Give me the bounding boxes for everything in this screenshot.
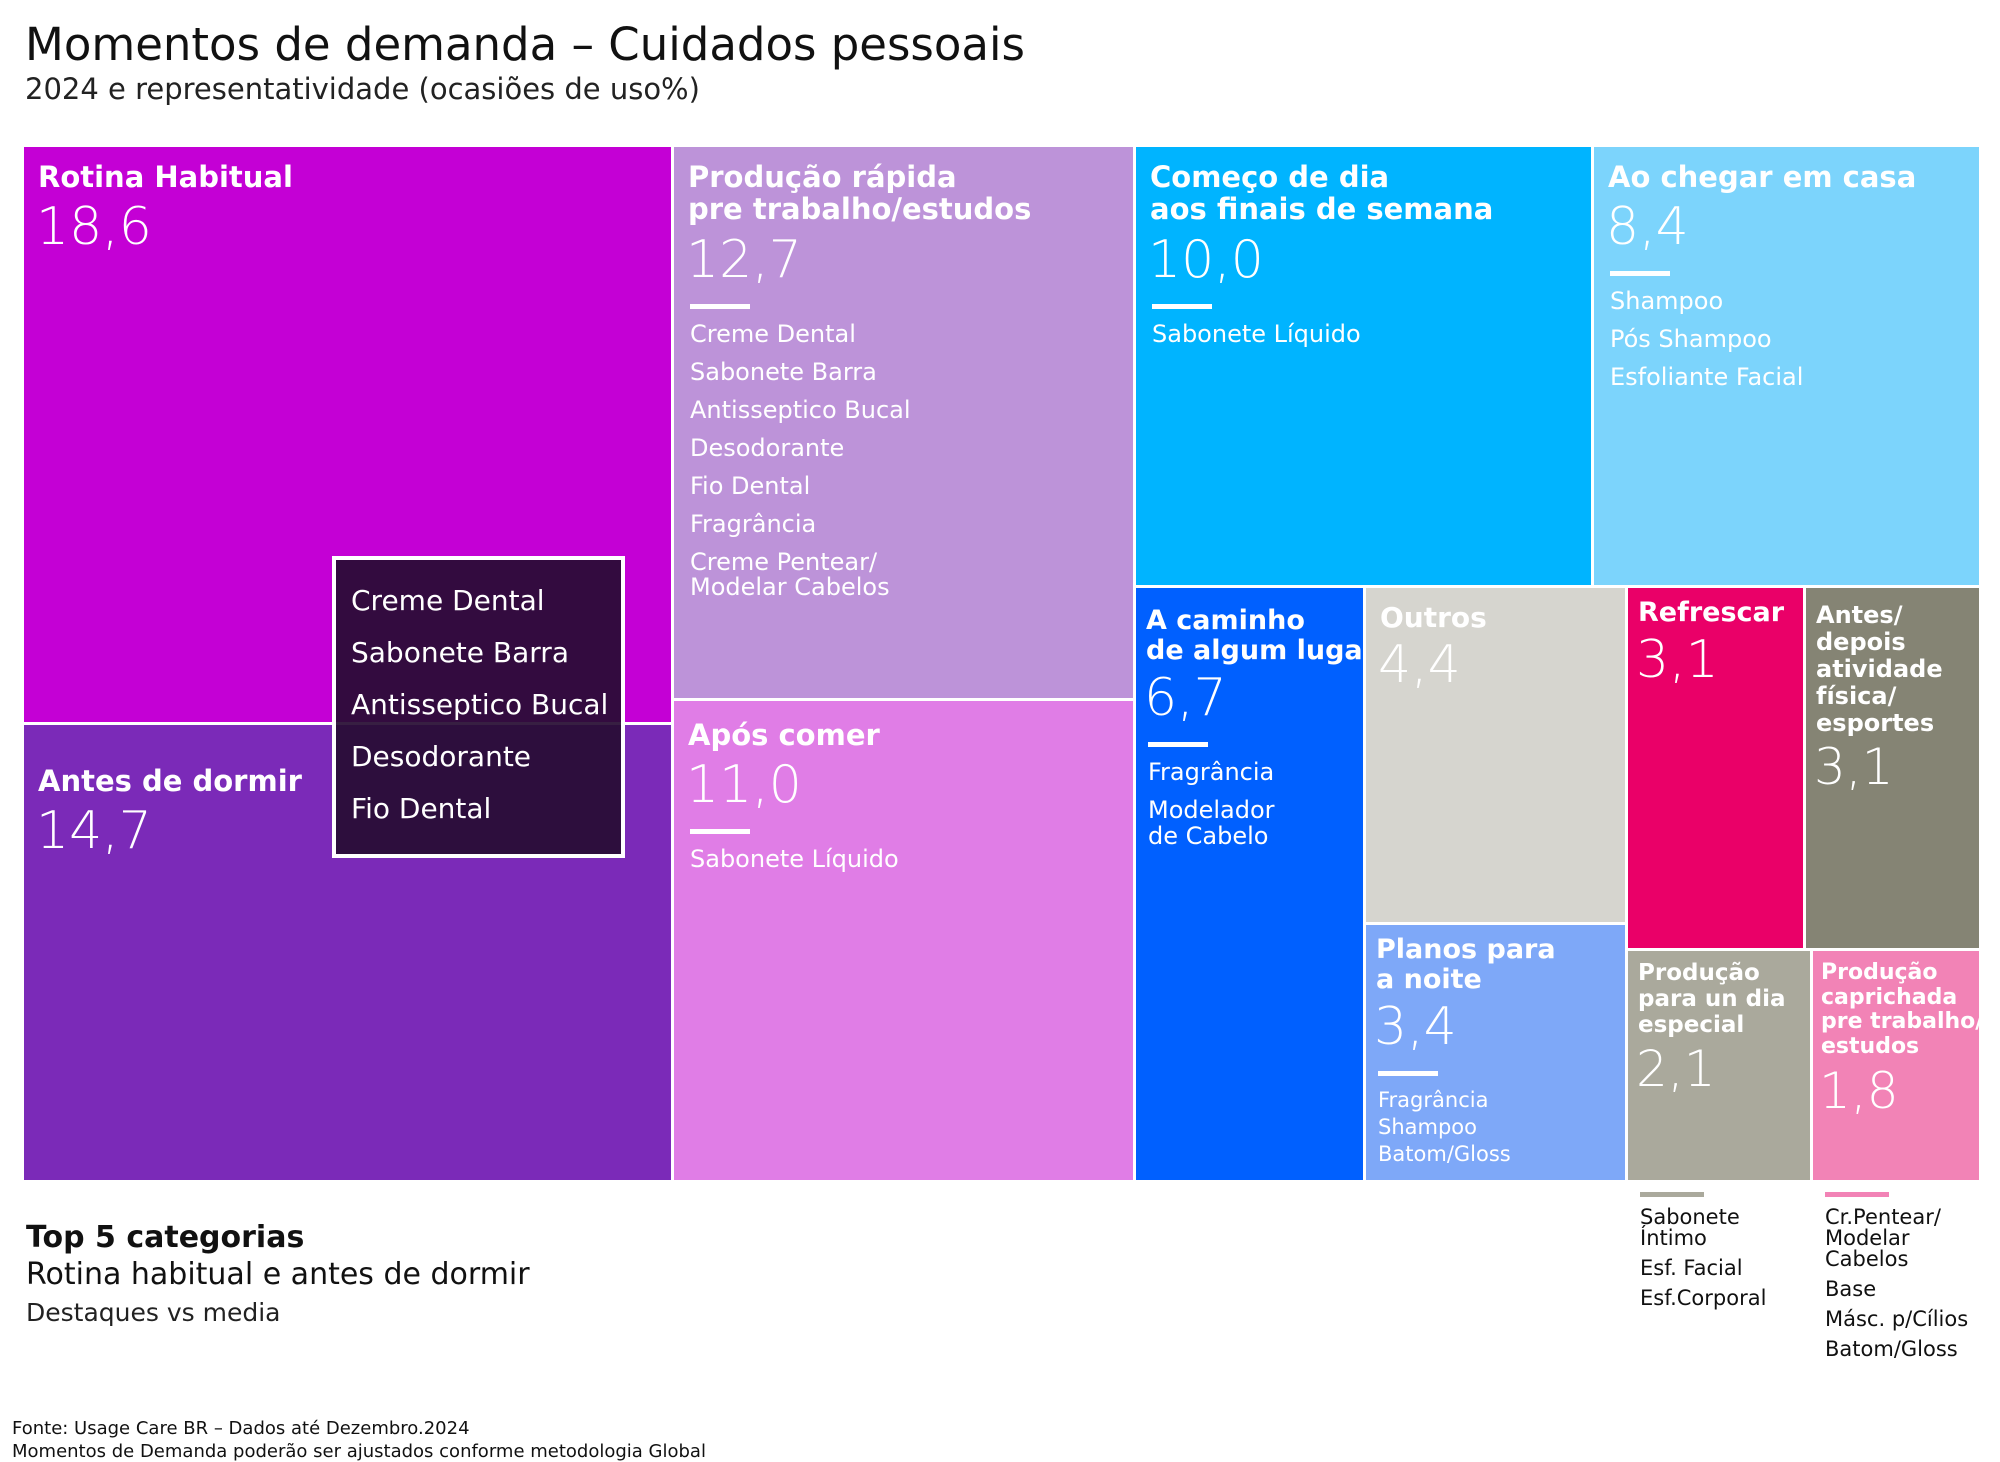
tile-value: 3,1 [1636,630,1719,691]
tile-label: Refrescar [1638,597,1785,628]
treemap-tile-atividade-fisica: Antes/depois atividade física/esportes 3,1 [1806,588,1979,948]
tile-category: Desodorante [690,433,845,462]
tile-label: Ao chegar em casa [1608,160,1917,194]
treemap-tile-dia-especial: Produção para un dia especial 2,1 [1628,951,1810,1180]
tile-value: 2,1 [1636,1040,1716,1099]
note-item: Sabonete Íntimo [1640,1205,1740,1250]
treemap-tile-planos-para-a-noite: Planos para a noite 3,4 Fragrância Shampoo Ba… [1366,925,1625,1180]
tile-category: Batom/Gloss [1378,1142,1511,1167]
tile-label: Produção caprichada pre trabalho/estudos [1821,960,1979,1059]
source-line-1: Fonte: Usage Care BR – Dados até Dezembr… [12,1418,470,1439]
tile-value: 3,4 [1374,997,1457,1058]
tile-category: Creme Dental [690,319,856,348]
tile-divider [1378,1071,1438,1077]
note-item: Cr.Pentear/ Modelar Cabelos [1825,1205,1941,1271]
tile-label: Outros [1380,601,1487,634]
tile-label: Após comer [688,718,880,752]
tile-value: 1,8 [1819,1061,1899,1120]
tile-category: Fio Dental [690,471,811,500]
tile-label: Rotina Habitual [38,160,293,194]
source-line-2: Momentos de Demanda poderão ser ajustado… [12,1441,706,1462]
tile-label: Começo de dia aos finais de semana [1150,160,1494,227]
treemap-tile-refrescar: Refrescar 3,1 [1628,588,1803,948]
note-item: Másc. p/Cílios [1825,1307,1969,1331]
tile-label: Produção para un dia especial [1638,960,1786,1038]
callout-item: Fio Dental [351,792,492,825]
tile-category-list: Fragrância Modelador de Cabelo [1148,760,1275,861]
callout-item: Desodorante [351,740,532,773]
tile-category-list: Fragrância Shampoo Batom/Gloss [1378,1089,1511,1170]
note-item: Base [1825,1277,1877,1301]
tile-category: Shampoo [1378,1115,1477,1140]
tile-label: Planos para a noite [1376,934,1556,996]
tile-value: 14,7 [36,801,152,862]
tile-divider [690,829,750,835]
tile-category-list: Sabonete Líquido [1152,319,1361,360]
note-especial: Sabonete Íntimo Esf. Facial Esf.Corporal [1640,1192,1790,1318]
legend-note: Destaques vs media [26,1298,281,1327]
treemap-tile-outros: Outros 4,4 [1366,588,1625,922]
tile-value: 12,7 [686,229,802,290]
tile-value: 18,6 [36,197,152,258]
tile-category: Pós Shampoo [1610,325,1772,354]
treemap-tile-comeco-de-dia: Começo de dia aos finais de semana 10,0 Sab… [1136,147,1591,585]
tile-label: A caminho de algum lugar [1146,605,1363,667]
note-bar [1825,1192,1889,1197]
treemap-tile-apos-comer: Após comer 11,0 Sabonete Líquido [674,701,1133,1180]
tile-category-list: Shampoo Pós Shampoo Esfoliante Facial [1610,289,1803,403]
tile-label: Antes de dormir [38,764,302,798]
callout-item: Antisseptico Bucal [351,688,609,721]
tile-category: Modelador de Cabelo [1148,796,1275,850]
tile-value: 3,1 [1814,738,1894,797]
tile-category: Fragrância [1378,1088,1489,1113]
tile-value: 11,0 [686,755,802,816]
tile-category: Fragrância [1148,758,1275,787]
tile-label: Antes/depois atividade física/esportes [1816,601,1943,737]
tile-label: Produção rápida pre trabalho/estudos [688,160,1032,227]
legend-title: Top 5 categorias [26,1220,305,1255]
treemap-tile-producao-rapida: Produção rápida pre trabalho/estudos 12,7 C… [674,147,1133,698]
treemap-tile-producao-caprichada: Produção caprichada pre trabalho/estudos 1,… [1813,951,1979,1180]
tile-category: Sabonete Barra [690,357,877,386]
tile-category-list: Sabonete Líquido [690,847,899,885]
legend-subtitle: Rotina habitual e antes de dormir [26,1257,530,1292]
treemap-tile-ao-chegar-em-casa: Ao chegar em casa 8,4 Shampoo Pós Shampoo Es… [1594,147,1979,585]
tile-category: Antisseptico Bucal [690,395,911,424]
treemap-tile-a-caminho: A caminho de algum lugar 6,7 Fragrância Mode… [1136,588,1363,1180]
note-caprichada: Cr.Pentear/ Modelar Cabelos Base Másc. p… [1825,1192,1995,1369]
tile-value: 10,0 [1148,229,1264,290]
tile-divider [1152,303,1212,309]
chart-subtitle: 2024 e representatividade (ocasiões de u… [25,72,700,106]
note-item: Esf.Corporal [1640,1286,1767,1310]
tile-category-list: Creme Dental Sabonete Barra Antisseptico B… [690,319,911,613]
tile-value: 6,7 [1144,668,1227,729]
chart-title: Momentos de demanda – Cuidados pessoais [25,18,1025,71]
callout-item: Creme Dental [351,584,545,617]
tile-divider [690,303,750,309]
note-bar [1640,1192,1704,1197]
callout-item: Sabonete Barra [351,636,569,669]
tile-category: Esfoliante Facial [1610,363,1804,392]
tile-value: 8,4 [1606,197,1689,258]
tile-category: Fragrância [690,509,817,538]
tile-divider [1148,742,1208,748]
tile-category: Shampoo [1610,287,1724,316]
tile-category: Sabonete Líquido [690,845,899,874]
note-item: Esf. Facial [1640,1256,1743,1280]
top5-callout: Creme Dental Sabonete Barra Antisseptico… [332,556,625,858]
tile-category: Creme Pentear/Modelar Cabelos [690,547,890,602]
tile-divider [1610,271,1670,277]
tile-category: Sabonete Líquido [1152,319,1361,348]
tile-value: 4,4 [1378,635,1461,696]
note-item: Batom/Gloss [1825,1337,1958,1361]
